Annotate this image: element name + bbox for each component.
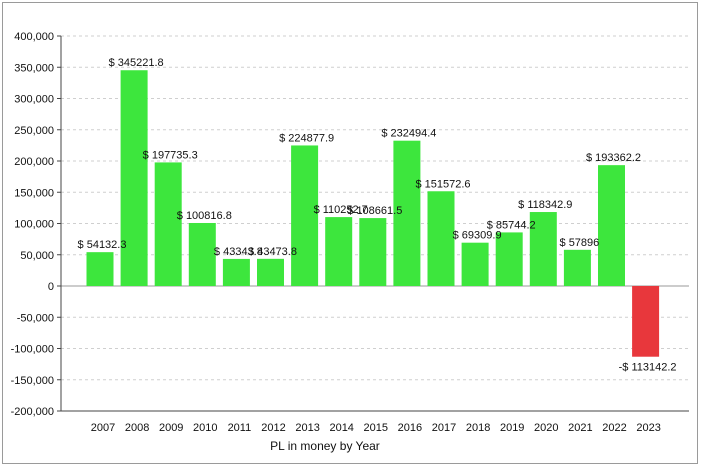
x-tick-label: 2011 — [228, 422, 252, 434]
x-tick-label: 2021 — [568, 422, 592, 434]
bar-2009 — [154, 162, 182, 286]
data-label-2013: $ 224877.9 — [279, 132, 334, 144]
data-label-2020: $ 118342.9 — [518, 199, 572, 211]
x-tick-labels: 2007 2008 2009 2010 2011 2012 2013 2014 2015 2016… — [91, 422, 661, 434]
data-label-2009: $ 197735.3 — [143, 149, 198, 161]
x-tick-label: 2008 — [125, 422, 149, 434]
bar-2015 — [359, 218, 387, 286]
bar-2007 — [86, 252, 114, 286]
bar-2013 — [291, 145, 319, 286]
bar-2011 — [222, 258, 250, 286]
x-tick-label: 2022 — [602, 422, 626, 434]
x-tick-label: 2023 — [636, 422, 660, 434]
x-tick-label: 2010 — [193, 422, 217, 434]
bars — [86, 70, 660, 357]
y-tick-labels: 400,000 350,000 300,000 250,000 200,000 150,0… — [11, 31, 54, 418]
y-tick-label: 250,000 — [14, 125, 54, 137]
data-label-2007: $ 54132.3 — [78, 239, 127, 251]
bar-2023 — [632, 286, 660, 357]
y-tick-label: 150,000 — [14, 187, 54, 199]
pl-by-year-bar-chart: 400,000 350,000 300,000 250,000 200,000 150,0… — [11, 31, 689, 453]
bar-2020 — [529, 212, 557, 286]
x-tick-label: 2007 — [91, 422, 115, 434]
data-label-2019: $ 85744.2 — [487, 219, 536, 231]
bar-2017 — [427, 191, 455, 286]
data-label-2012: $ 43473.8 — [248, 246, 297, 258]
y-tick-label: -150,000 — [11, 375, 54, 387]
bar-2018 — [461, 242, 489, 286]
data-label-2018: $ 69309.9 — [453, 230, 502, 242]
data-label-2010: $ 100816.8 — [177, 210, 232, 222]
x-axis-title: PL in money by Year — [270, 439, 380, 453]
data-label-2008: $ 345221.8 — [109, 57, 164, 69]
data-label-2011: $ 43343.8 — [214, 246, 263, 258]
y-tick-label: 100,000 — [14, 219, 54, 231]
x-tick-label: 2019 — [500, 422, 524, 434]
y-tick-label: 350,000 — [14, 62, 54, 74]
bar-2008 — [120, 70, 148, 286]
bar-2010 — [188, 222, 216, 286]
x-tick-label: 2015 — [364, 422, 388, 434]
y-tick-label: -200,000 — [11, 406, 54, 418]
x-tick-label: 2012 — [261, 422, 285, 434]
data-label-2014: $ 110252.7 — [314, 204, 368, 216]
bar-2014 — [325, 217, 353, 286]
chart-frame: 400,000 350,000 300,000 250,000 200,000 150,0… — [2, 2, 698, 464]
x-tick-label: 2009 — [159, 422, 183, 434]
data-label-2015: $ 108661.5 — [347, 205, 402, 217]
y-tick-label: -100,000 — [11, 344, 54, 356]
x-tick-label: 2013 — [295, 422, 319, 434]
bar-2019 — [495, 232, 523, 286]
y-tick-label: 0 — [48, 281, 54, 293]
x-tick-label: 2020 — [534, 422, 558, 434]
data-label-2023: -$ 113142.2 — [619, 362, 677, 374]
y-tick-label: 200,000 — [14, 156, 54, 168]
x-tick-label: 2017 — [432, 422, 456, 434]
bar-2016 — [393, 140, 421, 286]
y-tick-label: -50,000 — [17, 312, 54, 324]
data-label-2016: $ 232494.4 — [381, 128, 436, 140]
x-tick-label: 2016 — [398, 422, 422, 434]
data-label-2022: $ 193362.2 — [586, 152, 641, 164]
axes — [57, 35, 689, 412]
y-tick-label: 300,000 — [14, 94, 54, 106]
y-tick-label: 50,000 — [20, 250, 54, 262]
data-label-2021: $ 57896 — [560, 237, 600, 249]
data-label-2017: $ 151572.6 — [415, 178, 470, 190]
y-tick-label: 400,000 — [14, 31, 54, 43]
x-tick-label: 2018 — [466, 422, 490, 434]
bar-2012 — [257, 258, 284, 286]
x-tick-label: 2014 — [329, 422, 353, 434]
bar-2022 — [598, 165, 625, 286]
bar-2021 — [563, 249, 591, 286]
data-labels: $ 54132.3 $ 345221.8 $ 197735.3 $ 100816.8 $… — [78, 57, 677, 373]
